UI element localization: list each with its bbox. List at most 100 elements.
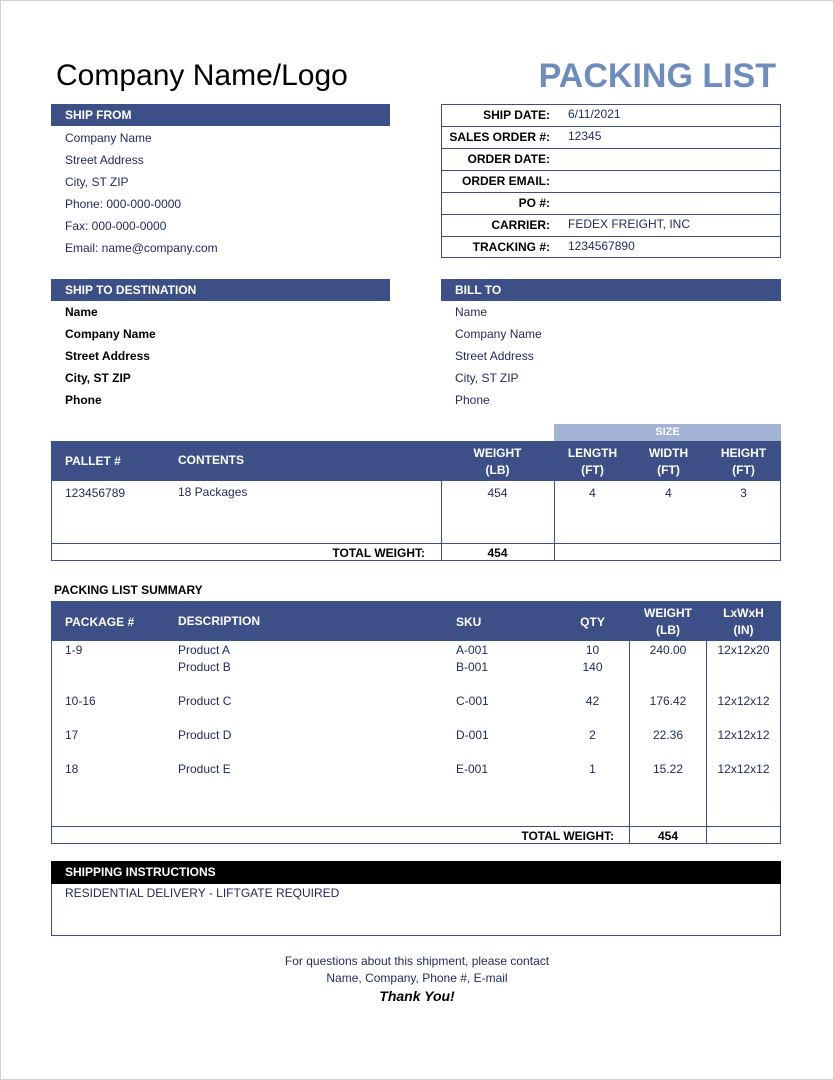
pallet-width: 4: [665, 486, 672, 500]
order-info-label: SALES ORDER #:: [449, 130, 550, 144]
dims-header: LxWxH (IN): [723, 606, 764, 637]
package-number: 1-9: [65, 643, 83, 657]
pallet-number: 123456789: [65, 486, 126, 500]
summary-total-label: TOTAL WEIGHT:: [521, 829, 614, 843]
bill-to-line: Phone: [455, 393, 490, 407]
height-header: HEIGHT (FT): [720, 446, 767, 477]
pallet-weight: 454: [487, 486, 508, 500]
shipping-instructions-text: RESIDENTIAL DELIVERY - LIFTGATE REQUIRED: [65, 886, 340, 900]
package-qty: 10: [585, 643, 600, 657]
shipping-instructions-header: SHIPPING INSTRUCTIONS: [51, 861, 781, 884]
package-header: PACKAGE #: [65, 615, 135, 629]
size-group-header: SIZE: [655, 426, 680, 438]
pallet-table-header: [51, 441, 781, 481]
ship-to-line: Name: [65, 305, 98, 319]
summary-total-weight: 454: [657, 829, 679, 843]
package-qty: 42: [585, 694, 600, 708]
package-number: 18: [65, 762, 79, 776]
summary-weight-header: WEIGHT (LB): [644, 606, 692, 637]
package-dims: 12x12x12: [717, 762, 770, 776]
summary-title: PACKING LIST SUMMARY: [54, 583, 203, 597]
description-header: DESCRIPTION: [178, 614, 261, 628]
pallet-contents: 18 Packages: [178, 485, 248, 499]
pallet-height: 3: [740, 486, 747, 500]
sku-header: SKU: [456, 615, 482, 629]
order-info-value: 12345: [568, 129, 602, 143]
bill-to-line: Name: [455, 305, 488, 319]
ship-from-line: Street Address: [65, 153, 144, 167]
package-number: 10-16: [65, 694, 96, 708]
package-qty: 2: [589, 728, 596, 742]
row-divider: [441, 126, 781, 127]
pallet-total-weight: 454: [487, 546, 508, 560]
ship-from-line: Phone: 000-000-0000: [65, 197, 182, 211]
package-sku: D-001: [456, 728, 489, 742]
package-weight: 15.22: [652, 762, 684, 776]
pallet-length: 4: [589, 486, 596, 500]
ship-from-header: SHIP FROM: [51, 104, 390, 126]
ship-to-header: SHIP TO DESTINATION: [51, 279, 390, 301]
order-info-value: FEDEX FREIGHT, INC: [568, 217, 691, 231]
company-logo-text: Company Name/Logo: [56, 59, 348, 92]
package-description: Product B: [178, 660, 231, 674]
order-info-value: 6/11/2021: [568, 107, 621, 121]
package-sku: A-001: [456, 643, 489, 657]
order-info-label: TRACKING #:: [472, 240, 550, 254]
order-info-value: 1234567890: [568, 239, 635, 253]
shipping-instructions-box: [51, 884, 781, 936]
bill-to-line: Company Name: [455, 327, 542, 341]
ship-from-line: Fax: 000-000-0000: [65, 219, 167, 233]
ship-from-line: City, ST ZIP: [65, 175, 129, 189]
footer-contact-line: For questions about this shipment, pleas…: [284, 954, 550, 968]
length-header: LENGTH (FT): [567, 446, 618, 477]
package-sku: E-001: [456, 762, 489, 776]
footer-contact-details: Name, Company, Phone #, E-mail: [326, 971, 508, 985]
package-number: 17: [65, 728, 79, 742]
ship-to-line: City, ST ZIP: [65, 371, 131, 385]
row-divider: [441, 236, 781, 237]
document-title: PACKING LIST: [538, 57, 776, 95]
qty-header: QTY: [580, 615, 605, 629]
package-weight: 22.36: [652, 728, 684, 742]
package-dims: 12x12x20: [717, 643, 770, 657]
bill-to-header: BILL TO: [441, 279, 781, 301]
order-info-label: ORDER DATE:: [467, 152, 550, 166]
summary-table-header: [51, 601, 781, 641]
pallet-total-label: TOTAL WEIGHT:: [332, 546, 425, 560]
package-description: Product A: [178, 643, 231, 657]
summary-table-body: [51, 641, 781, 844]
order-info-label: SHIP DATE:: [483, 108, 550, 122]
order-info-label: CARRIER:: [491, 218, 550, 232]
package-weight: 176.42: [649, 694, 687, 708]
bill-to-line: Street Address: [455, 349, 534, 363]
row-divider: [441, 214, 781, 215]
ship-to-line: Phone: [65, 393, 102, 407]
package-dims: 12x12x12: [717, 694, 770, 708]
order-info-label: PO #:: [518, 196, 550, 210]
width-header: WIDTH (FT): [648, 446, 689, 477]
order-info-label: ORDER EMAIL:: [462, 174, 550, 188]
package-sku: B-001: [456, 660, 489, 674]
package-description: Product E: [178, 762, 231, 776]
pallet-number-header: PALLET #: [65, 454, 121, 468]
row-divider: [441, 148, 781, 149]
package-weight: 240.00: [649, 643, 687, 657]
package-sku: C-001: [456, 694, 489, 708]
pallet-table-body: [51, 481, 781, 561]
row-divider: [441, 170, 781, 171]
bill-to-line: City, ST ZIP: [455, 371, 519, 385]
package-qty: 140: [582, 660, 603, 674]
row-divider: [441, 192, 781, 193]
ship-from-line: Email: name@company.com: [65, 241, 218, 255]
package-description: Product D: [178, 728, 232, 742]
footer-thanks: Thank You!: [379, 988, 455, 1004]
package-description: Product C: [178, 694, 232, 708]
order-info-table: [441, 104, 781, 258]
ship-to-line: Company Name: [65, 327, 156, 341]
ship-from-line: Company Name: [65, 131, 152, 145]
package-qty: 1: [589, 762, 596, 776]
contents-header: CONTENTS: [178, 453, 244, 467]
package-dims: 12x12x12: [717, 728, 770, 742]
weight-header: WEIGHT (LB): [473, 446, 522, 477]
